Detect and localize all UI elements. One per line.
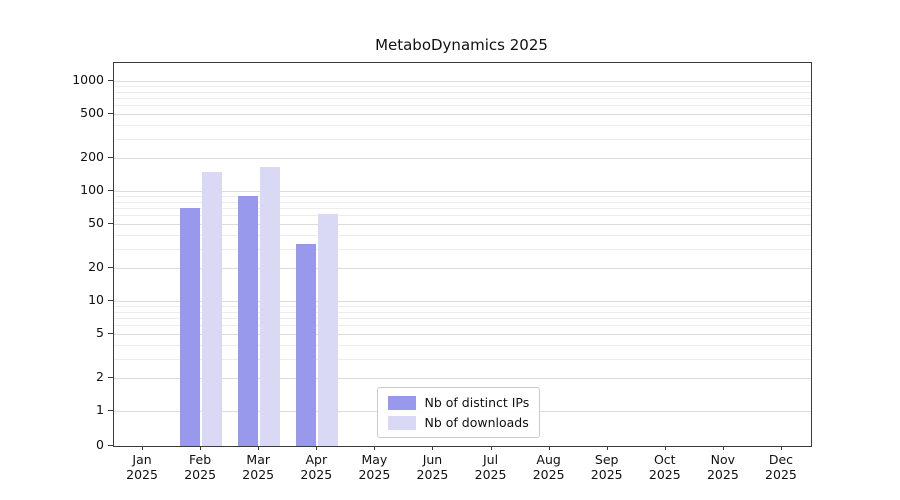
x-tick-label: Oct 2025 bbox=[648, 452, 681, 482]
y-tick-mark bbox=[108, 190, 113, 191]
x-tick-mark bbox=[432, 446, 434, 450]
bar-downloads bbox=[318, 213, 339, 446]
major-gridline bbox=[114, 157, 811, 159]
minor-gridline bbox=[114, 86, 811, 88]
major-gridline bbox=[114, 114, 811, 116]
minor-gridline bbox=[114, 105, 811, 107]
x-tick-label: Sep 2025 bbox=[590, 452, 623, 482]
legend: Nb of distinct IPs Nb of downloads bbox=[376, 387, 541, 438]
chart-title: MetaboDynamics 2025 bbox=[375, 36, 548, 54]
x-tick-mark bbox=[142, 446, 144, 450]
x-tick-mark bbox=[722, 446, 724, 450]
y-tick-label: 500 bbox=[80, 105, 104, 121]
y-tick-label: 20 bbox=[88, 258, 104, 274]
x-tick-label: Apr 2025 bbox=[300, 452, 333, 482]
y-tick-label: 1000 bbox=[72, 72, 104, 87]
bar-distinct-ips bbox=[238, 196, 259, 446]
minor-gridline bbox=[114, 138, 811, 140]
x-tick-mark bbox=[548, 446, 550, 450]
y-tick-label: 50 bbox=[88, 215, 104, 231]
bar-distinct-ips bbox=[180, 208, 201, 446]
minor-gridline bbox=[114, 98, 811, 100]
y-tick-mark bbox=[108, 113, 113, 115]
minor-gridline bbox=[114, 91, 811, 93]
x-tick-label: Nov 2025 bbox=[706, 452, 739, 482]
y-tick-label: 0 bbox=[96, 437, 104, 452]
y-tick-mark bbox=[108, 223, 113, 225]
y-tick-mark bbox=[108, 333, 113, 335]
major-gridline bbox=[114, 81, 811, 82]
y-tick-label: 5 bbox=[96, 325, 104, 341]
x-tick-mark bbox=[316, 446, 318, 450]
y-tick-mark bbox=[108, 376, 113, 378]
y-tick-label: 1 bbox=[96, 402, 104, 417]
x-tick-mark bbox=[780, 446, 782, 450]
x-tick-mark bbox=[200, 446, 202, 450]
x-tick-label: Aug 2025 bbox=[532, 452, 565, 482]
y-tick-label: 100 bbox=[80, 182, 104, 197]
legend-label-downloads: Nb of downloads bbox=[424, 415, 529, 430]
x-tick-mark bbox=[606, 446, 608, 450]
y-tick-mark bbox=[108, 445, 113, 446]
x-tick-label: Jan 2025 bbox=[126, 452, 158, 482]
x-tick-mark bbox=[258, 446, 260, 450]
y-tick-label: 200 bbox=[80, 148, 104, 164]
legend-swatch-distinct-ips bbox=[387, 395, 416, 410]
x-tick-label: Jul 2025 bbox=[474, 452, 507, 482]
y-tick-mark bbox=[108, 266, 113, 268]
x-tick-mark bbox=[374, 446, 376, 450]
plot-area: Nb of distinct IPs Nb of downloads bbox=[113, 62, 812, 447]
legend-item-distinct-ips: Nb of distinct IPs bbox=[387, 395, 530, 410]
legend-swatch-downloads bbox=[387, 415, 416, 430]
bar-distinct-ips bbox=[296, 243, 317, 446]
bar-downloads bbox=[260, 167, 281, 446]
y-tick-mark bbox=[108, 156, 113, 158]
x-tick-label: Dec 2025 bbox=[765, 452, 797, 482]
legend-item-downloads: Nb of downloads bbox=[387, 415, 530, 430]
x-tick-mark bbox=[490, 446, 492, 450]
y-tick-label: 2 bbox=[96, 368, 104, 384]
bar-downloads bbox=[202, 171, 223, 446]
legend-label-distinct-ips: Nb of distinct IPs bbox=[424, 395, 530, 410]
minor-gridline bbox=[114, 124, 811, 126]
y-tick-mark bbox=[108, 80, 113, 81]
x-tick-label: Jun 2025 bbox=[416, 452, 449, 482]
x-tick-label: May 2025 bbox=[358, 452, 391, 482]
y-tick-mark bbox=[108, 300, 113, 301]
x-tick-label: Feb 2025 bbox=[184, 452, 217, 482]
x-tick-mark bbox=[664, 446, 666, 450]
x-tick-label: Mar 2025 bbox=[242, 452, 275, 482]
y-tick-mark bbox=[108, 410, 113, 411]
y-tick-label: 10 bbox=[88, 292, 104, 307]
